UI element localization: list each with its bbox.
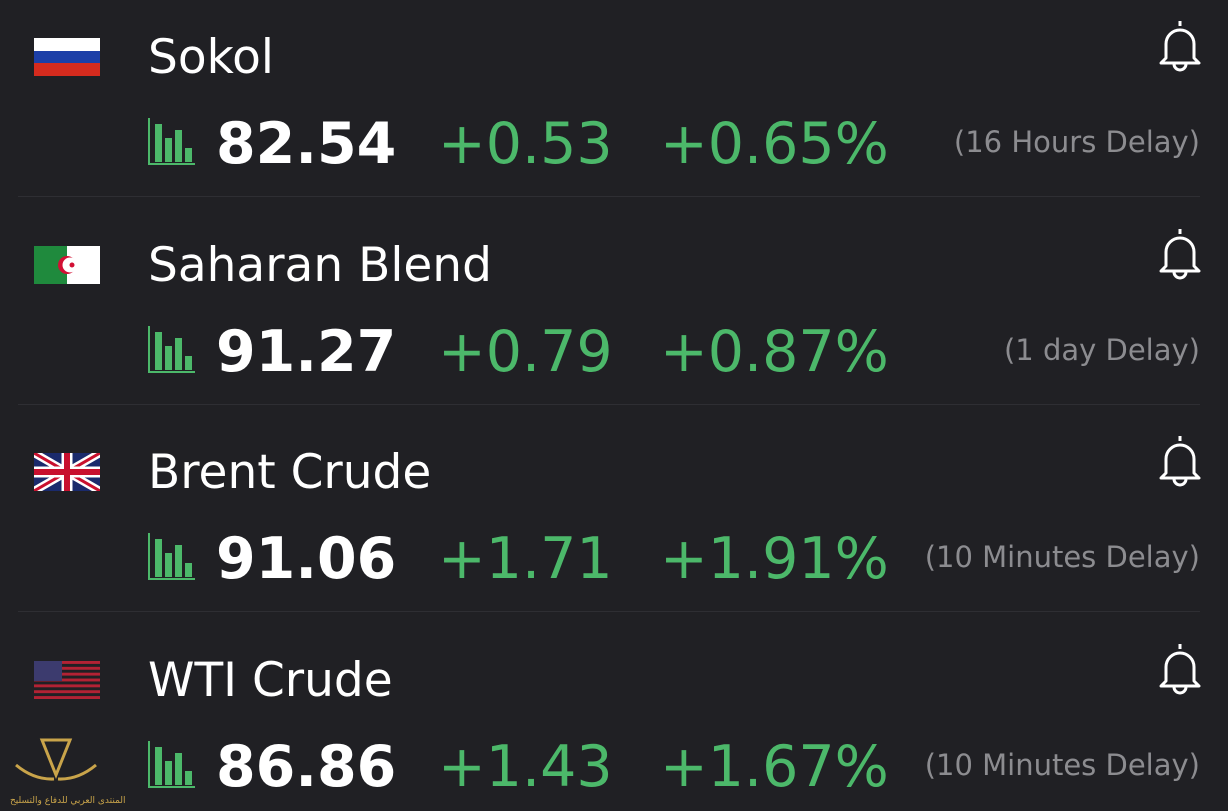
alert-bell[interactable] [1156, 433, 1204, 491]
change: +0.79 [438, 318, 613, 385]
change-percent: +1.91% [660, 526, 889, 592]
alert-bell[interactable] [1156, 226, 1204, 284]
change-percent: +0.87% [660, 318, 889, 385]
chart-icon[interactable] [147, 739, 197, 793]
chart-icon[interactable] [147, 531, 197, 585]
price: 86.86 [216, 733, 397, 800]
change: +1.71 [438, 526, 613, 592]
delay-note: (16 Hours Delay) [953, 125, 1200, 159]
instrument-name: WTI Crude [148, 652, 393, 708]
chart-icon[interactable] [147, 116, 197, 170]
chart-icon[interactable] [147, 324, 197, 378]
delay-note: (10 Minutes Delay) [924, 540, 1200, 574]
alert-bell[interactable] [1156, 641, 1204, 699]
separator [18, 611, 1200, 612]
flag [34, 660, 100, 703]
change: +1.43 [438, 733, 613, 800]
alert-bell[interactable] [1156, 18, 1204, 76]
separator [18, 403, 1200, 405]
change-percent: +1.67% [660, 733, 889, 800]
flag [34, 245, 100, 288]
delay-note: (10 Minutes Delay) [924, 747, 1200, 782]
instrument-name: Brent Crude [148, 445, 432, 500]
delay-note: (1 day Delay) [1003, 332, 1200, 367]
price: 91.27 [216, 318, 397, 385]
watermark-logo [15, 738, 97, 781]
watermark-text: المنتدى العربي للدفاع والتسليح [10, 796, 126, 806]
price: 91.06 [216, 526, 397, 592]
change-percent: +0.65% [660, 111, 889, 177]
flag [34, 38, 100, 80]
flag [32, 449, 102, 495]
change: +0.53 [438, 111, 613, 177]
instrument-name: Saharan Blend [148, 237, 492, 293]
separator [18, 196, 1200, 197]
price: 82.54 [216, 111, 397, 177]
instrument-name: Sokol [148, 30, 274, 85]
